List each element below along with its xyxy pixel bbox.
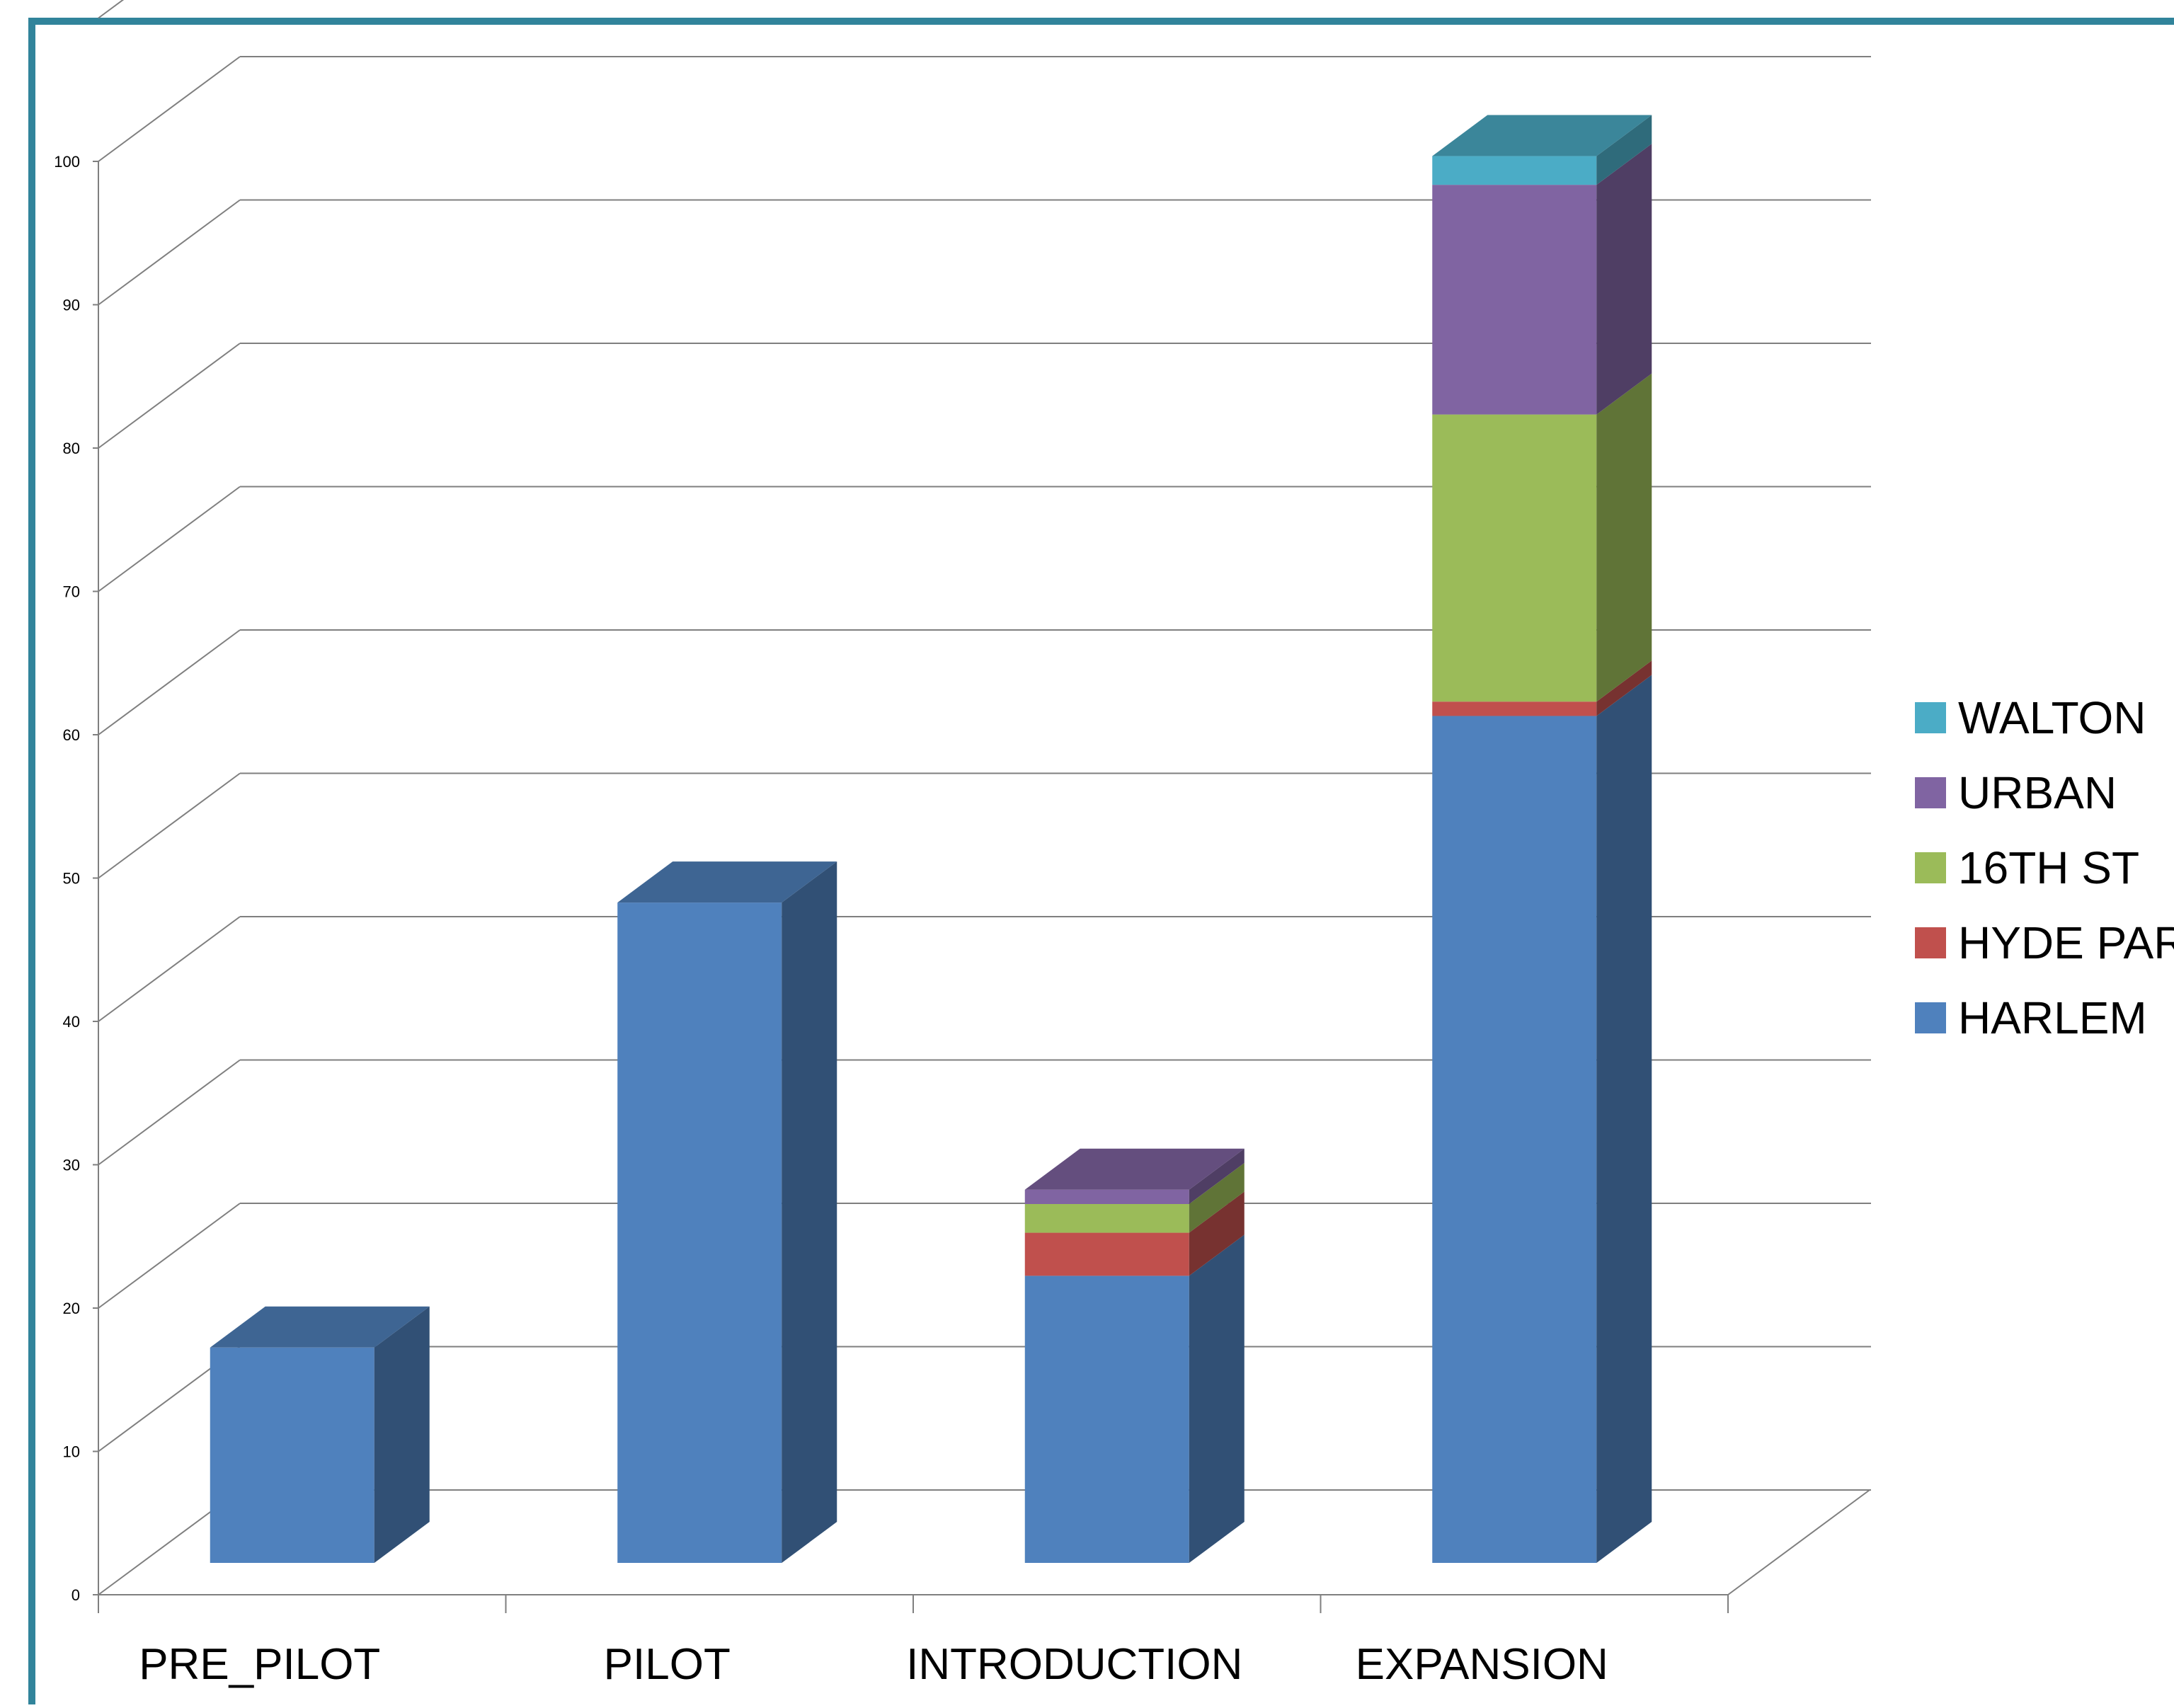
y-tick-label: 40 xyxy=(63,1013,80,1031)
bar-harlem-pre_pilot xyxy=(210,1347,374,1563)
bar-top-introduction xyxy=(1024,1148,1245,1190)
gridline-depth xyxy=(98,486,241,592)
bar-side-16th-st-introduction xyxy=(1189,1163,1245,1233)
bar-harlem-pilot xyxy=(617,902,782,1563)
y-tick-label: 30 xyxy=(63,1157,80,1174)
legend-swatch xyxy=(1915,852,1946,883)
bar-16th-st-expansion xyxy=(1432,414,1597,702)
legend-swatch xyxy=(1915,927,1946,958)
bar-hyde-park-introduction xyxy=(1024,1232,1189,1276)
x-category-label: EXPANSION xyxy=(1356,1640,1608,1689)
gridline-depth xyxy=(98,343,241,449)
bar-side-walton-expansion xyxy=(1596,115,1652,185)
gridline-depth xyxy=(98,629,241,735)
bar-urban-introduction xyxy=(1024,1189,1189,1204)
gridline-depth xyxy=(98,1203,241,1309)
bar-16th-st-introduction xyxy=(1024,1204,1189,1233)
bar-side-harlem-pre_pilot xyxy=(374,1306,430,1563)
gridline-depth xyxy=(98,916,241,1022)
bar-side-hyde-park-expansion xyxy=(1596,660,1652,716)
y-tick-label: 60 xyxy=(63,726,80,744)
bar-side-16th-st-expansion xyxy=(1596,373,1652,702)
legend-label: HYDE PARK xyxy=(1958,917,2174,968)
category-labels: PRE_PILOT PILOT INTRODUCTION EXPANSION xyxy=(139,1640,1608,1689)
x-category-label: PILOT xyxy=(604,1640,731,1689)
y-tick-label: 50 xyxy=(63,870,80,888)
gridline-depth xyxy=(98,772,241,879)
bar-side-urban-introduction xyxy=(1189,1148,1245,1204)
y-tick-label: 70 xyxy=(63,583,80,601)
legend-label: HARLEM xyxy=(1958,992,2147,1043)
legend-swatch xyxy=(1915,1002,1946,1033)
gridline-depth xyxy=(98,56,241,162)
gridline-depth xyxy=(98,0,125,19)
legend-swatch xyxy=(1915,702,1946,733)
legend-swatch xyxy=(1915,777,1946,808)
x-category-label: INTRODUCTION xyxy=(906,1640,1242,1689)
y-tick-label: 0 xyxy=(71,1586,80,1604)
bar-side-harlem-expansion xyxy=(1596,675,1652,1563)
bar-hyde-park-expansion xyxy=(1432,701,1597,716)
axes: 0 10 20 30 40 50 60 70 80 90 100 xyxy=(54,153,1729,1613)
legend-label: WALTON xyxy=(1958,692,2146,743)
bar-walton-expansion xyxy=(1432,156,1597,185)
y-tick-label: 80 xyxy=(63,440,80,457)
bar-side-harlem-introduction xyxy=(1189,1234,1245,1563)
y-tick-label: 90 xyxy=(63,297,80,314)
bar-urban-expansion xyxy=(1432,185,1597,415)
legend-label: URBAN xyxy=(1958,767,2117,818)
floor-edge xyxy=(1727,1489,1870,1595)
bar-top-expansion xyxy=(1432,115,1652,156)
legend-label: 16TH ST xyxy=(1958,842,2139,893)
gridline-depth xyxy=(98,199,241,306)
y-tick-label: 100 xyxy=(54,153,80,171)
bar-side-harlem-pilot xyxy=(782,861,837,1563)
frame-border xyxy=(28,18,2174,1704)
legend: WALTON URBAN 16TH ST HYDE PARK HARLEM xyxy=(1915,692,2174,1043)
bar-harlem-expansion xyxy=(1432,716,1597,1563)
gridline-depth xyxy=(98,1059,241,1166)
bar-top-pre_pilot xyxy=(210,1306,430,1348)
bar-top-pilot xyxy=(617,861,837,903)
bar-harlem-introduction xyxy=(1024,1276,1189,1563)
y-tick-label: 10 xyxy=(63,1443,80,1461)
y-tick-label: 20 xyxy=(63,1300,80,1317)
bars xyxy=(210,115,1652,1563)
chart-frame xyxy=(28,18,2174,1704)
x-category-label: PRE_PILOT xyxy=(139,1640,380,1689)
bar-side-urban-expansion xyxy=(1596,144,1652,415)
bar-side-hyde-park-introduction xyxy=(1189,1191,1245,1276)
